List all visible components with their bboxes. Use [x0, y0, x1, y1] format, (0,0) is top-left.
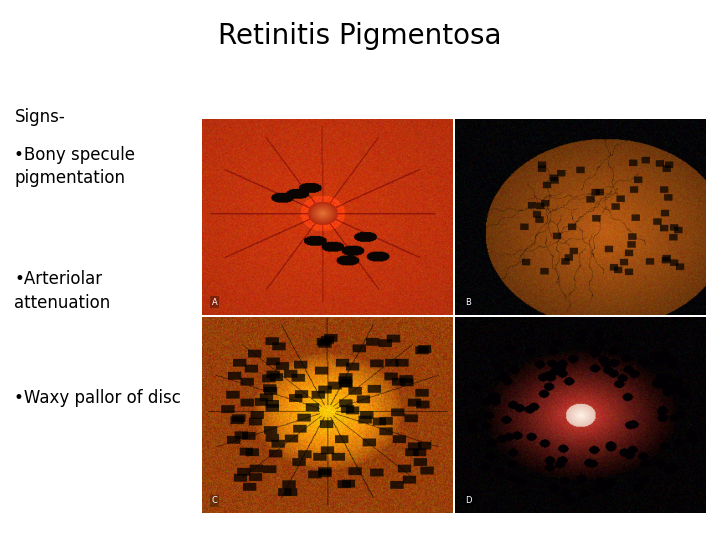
Text: Signs-: Signs-: [14, 108, 65, 126]
Text: •Arteriolar
attenuation: •Arteriolar attenuation: [14, 270, 111, 312]
Text: D: D: [465, 496, 472, 505]
Text: C: C: [212, 496, 217, 505]
Text: Retinitis Pigmentosa: Retinitis Pigmentosa: [218, 22, 502, 50]
Text: A: A: [212, 298, 217, 307]
Text: B: B: [465, 298, 472, 307]
Text: •Bony specule
pigmentation: •Bony specule pigmentation: [14, 146, 135, 187]
Text: •Waxy pallor of disc: •Waxy pallor of disc: [14, 389, 181, 407]
